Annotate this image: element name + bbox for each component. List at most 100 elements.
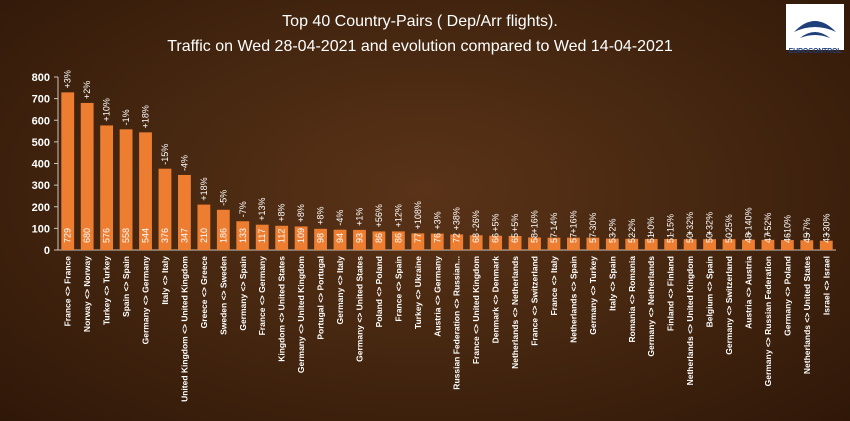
- bar-change-label: -7%: [238, 201, 248, 217]
- bar: [430, 233, 444, 250]
- x-category-label: France <> Spain: [393, 256, 403, 322]
- x-category-label: France <> France: [63, 256, 73, 327]
- bar-change-label: +52%: [763, 213, 773, 236]
- x-category-label: France <> Switzerland: [530, 256, 540, 346]
- x-category-label: Germany <> Poland: [782, 256, 792, 336]
- bar-change-label: +32%: [705, 212, 715, 235]
- bar: [372, 231, 386, 250]
- y-tick-label: 200: [32, 202, 50, 214]
- bar-change-label: +0%: [646, 217, 656, 235]
- bar-value-label: 112: [277, 229, 287, 243]
- x-category-label: Russian Federation <> Russian...: [452, 256, 462, 390]
- bar: [450, 234, 464, 250]
- bar-change-label: +18%: [141, 105, 151, 128]
- bar-value-label: 680: [82, 228, 92, 243]
- bar-value-label: 52: [627, 233, 637, 243]
- bar-change-label: +8%: [296, 204, 306, 222]
- bar-change-label: +108%: [413, 201, 423, 229]
- bar: [139, 132, 152, 250]
- bar-value-label: 65: [510, 233, 520, 243]
- bar: [819, 240, 833, 250]
- bar-change-label: +3%: [63, 70, 73, 88]
- bar: [722, 239, 736, 250]
- x-category-label: Austria <> Austria: [743, 256, 753, 329]
- bar-change-label: -10%: [782, 215, 792, 236]
- bar-value-label: 57: [568, 233, 578, 243]
- bar-value-label: 93: [354, 233, 364, 243]
- bar-value-label: 57: [549, 233, 559, 243]
- bar-value-label: 68: [471, 233, 481, 243]
- bar-value-label: 98: [316, 233, 326, 243]
- bar-value-label: 45: [802, 233, 812, 243]
- x-category-label: Netherlands <> Netherlands: [510, 256, 520, 369]
- bar: [644, 238, 658, 250]
- x-category-label: Finland <> Finland: [666, 256, 676, 331]
- bar: [80, 102, 94, 250]
- bar-change-label: -26%: [471, 210, 481, 231]
- bar-value-label: 86: [374, 233, 384, 243]
- bar: [742, 239, 755, 250]
- bar-change-label: +8%: [277, 204, 287, 222]
- x-category-label: Italy <> Spain: [607, 256, 617, 311]
- bar-value-label: 133: [238, 228, 248, 243]
- bar-value-label: 376: [160, 228, 170, 243]
- x-category-label: Greece <> Greece: [199, 256, 209, 329]
- x-category-label: France <> Italy: [549, 256, 559, 316]
- bar-value-label: 77: [413, 233, 423, 243]
- bar-value-label: 558: [121, 228, 131, 243]
- bar: [178, 174, 191, 250]
- bar-change-label: -15%: [666, 214, 676, 235]
- x-category-label: Norway <> Norway: [82, 256, 92, 332]
- bar-value-label: 51: [666, 233, 676, 243]
- bar-change-label: -14%: [549, 213, 559, 234]
- bar-value-label: 72: [452, 233, 462, 243]
- bar: [275, 225, 289, 250]
- x-category-label: Austria <> Germany: [432, 256, 442, 337]
- bar-change-label: +32%: [685, 212, 695, 235]
- bar-change-label: -2%: [627, 219, 637, 235]
- x-category-label: Netherlands <> Spain: [568, 256, 578, 343]
- bar-value-label: 58: [530, 233, 540, 243]
- x-category-label: Israel <> Israel: [821, 256, 831, 315]
- x-category-label: Sweden <> Sweden: [218, 256, 228, 335]
- bar: [683, 239, 697, 250]
- bar: [314, 228, 327, 250]
- bar-value-label: 47: [763, 233, 773, 243]
- x-category-label: Germany <> Italy: [335, 256, 345, 325]
- x-category-label: Germany <> United States: [354, 256, 364, 362]
- bar-change-label: +1%: [354, 208, 364, 226]
- bar-value-label: 50: [724, 233, 734, 243]
- bar: [469, 235, 483, 250]
- x-category-label: Germany <> Spain: [238, 256, 248, 331]
- x-category-label: Turkey <> Turkey: [102, 256, 112, 325]
- bar: [703, 239, 716, 250]
- x-category-label: Germany <> Germany: [141, 256, 151, 345]
- x-category-label: Poland <> Poland: [374, 256, 384, 327]
- bar-change-label: -25%: [724, 214, 734, 235]
- bar-change-label: +56%: [374, 204, 384, 227]
- bar-change-label: -15%: [160, 144, 170, 165]
- bar: [411, 233, 425, 250]
- bar-value-label: 48: [743, 233, 753, 243]
- bar-value-label: 53: [607, 233, 617, 243]
- bar-change-label: +140%: [743, 207, 753, 235]
- bar-change-label: +16%: [530, 210, 540, 233]
- y-tick-label: 0: [44, 245, 50, 257]
- y-tick-label: 700: [32, 94, 50, 106]
- bar-change-label: +5%: [510, 214, 520, 232]
- x-category-label: Italy <> Italy: [160, 256, 170, 305]
- x-category-label: Germany <> Switzerland: [724, 256, 734, 355]
- x-category-label: United Kingdom <> United Kingdom: [179, 256, 189, 402]
- x-category-label: Kingdom <> United States: [277, 256, 287, 362]
- bar: [547, 237, 561, 250]
- bar: [508, 235, 522, 250]
- x-category-label: Germany <> Turkey: [588, 256, 598, 335]
- bar-value-label: 576: [102, 228, 112, 243]
- bar-value-label: 347: [179, 228, 189, 243]
- x-category-label: Portugal <> Portugal: [316, 256, 326, 340]
- bar-change-label: +7%: [802, 218, 812, 236]
- bar: [119, 129, 133, 250]
- chart-subtitle: Traffic on Wed 28-04-2021 and evolution …: [167, 38, 673, 55]
- y-tick-label: 100: [32, 223, 50, 235]
